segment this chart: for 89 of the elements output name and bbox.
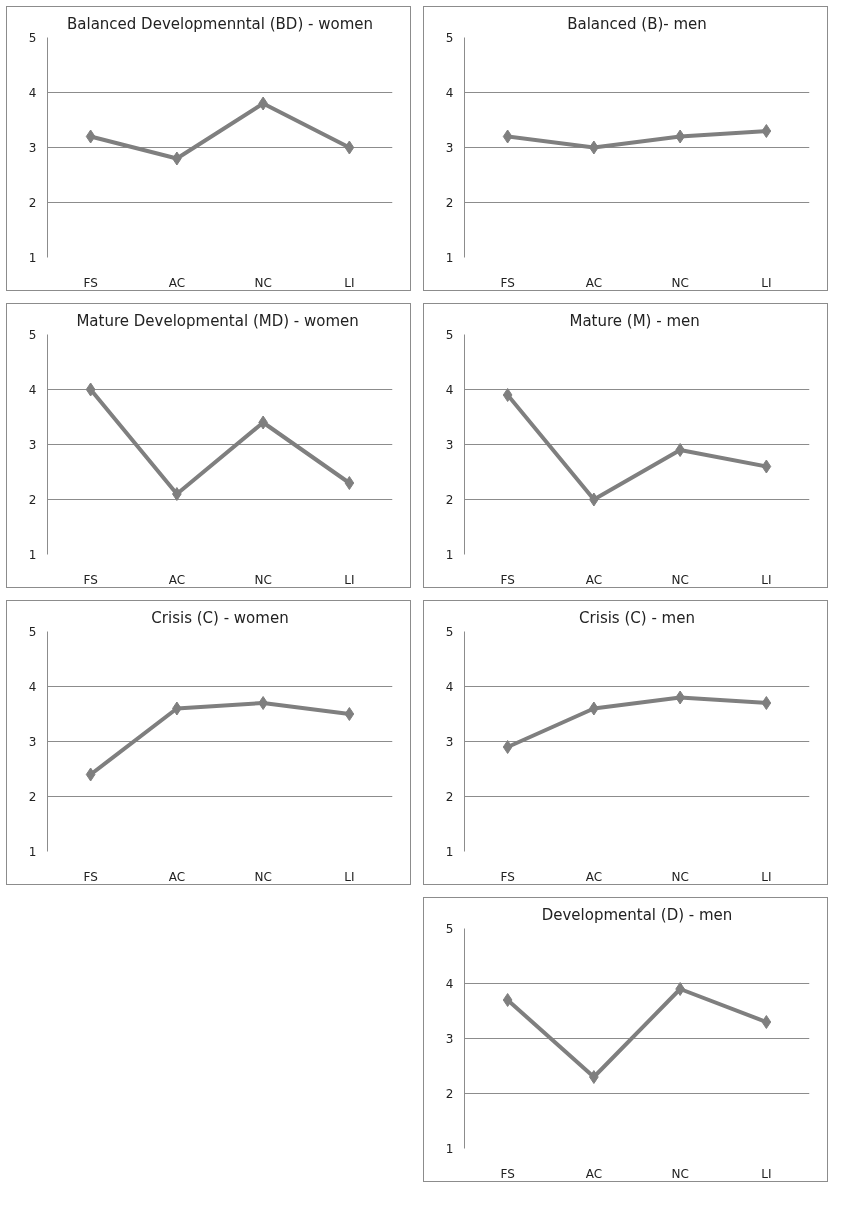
point [761,1015,772,1029]
chart-title: Balanced Developmenntal (BD) - women [66,14,374,33]
x-tick-label: AC [168,275,186,290]
y-tick-label: 5 [28,625,37,639]
y-tick-label: 1 [445,1142,454,1156]
point [502,740,513,754]
y-tick-label: 4 [445,383,454,397]
point [172,487,182,501]
x-tick-label: NC [254,572,272,587]
x-tick-label: LI [761,869,772,884]
x-tick-label: LI [344,869,355,884]
x-tick-label: NC [671,869,689,884]
point [761,459,772,474]
y-tick-label: 2 [445,1087,454,1101]
point [675,443,685,457]
x-tick-label: NC [671,1166,689,1181]
point [502,388,513,402]
x-tick-label: LI [761,275,772,290]
x-tick-label: LI [344,572,355,587]
y-tick-label: 1 [445,251,454,265]
y-tick-label: 2 [28,790,37,804]
y-tick-label: 1 [445,845,454,859]
y-tick-label: 3 [28,141,37,155]
point [344,140,355,155]
y-tick-label: 1 [28,548,37,562]
point [761,124,772,138]
y-tick-label: 2 [28,493,37,507]
x-tick-label: FS [500,275,515,290]
y-tick-label: 4 [28,86,37,100]
y-tick-label: 3 [28,438,37,452]
y-tick-label: 5 [445,31,454,45]
point [85,129,96,144]
chart-title: Developmental (D) - men [541,905,733,924]
x-tick-label: AC [585,275,603,290]
y-tick-label: 4 [445,680,454,694]
x-tick-label: NC [671,572,689,587]
x-tick-label: FS [500,869,515,884]
point [589,1070,599,1084]
y-tick-label: 4 [28,680,37,694]
x-tick-label: FS [500,572,515,587]
y-tick-label: 5 [28,31,37,45]
y-tick-label: 4 [445,977,454,991]
point [344,476,355,490]
x-tick-label: AC [585,572,603,587]
y-tick-label: 1 [28,251,37,265]
x-tick-label: AC [585,869,603,884]
y-tick-label: 4 [445,86,454,100]
x-tick-label: FS [500,1166,515,1181]
y-tick-label: 3 [445,1032,454,1046]
chart-title: Mature (M) - men [569,311,700,330]
x-tick-label: AC [168,572,186,587]
x-tick-label: FS [83,275,98,290]
point [502,993,513,1007]
x-tick-label: NC [254,869,272,884]
x-tick-label: AC [585,1166,603,1181]
x-tick-label: LI [761,572,772,587]
y-tick-label: 3 [445,735,454,749]
point [344,707,355,721]
y-tick-label: 3 [28,735,37,749]
point [85,382,96,397]
y-tick-label: 5 [445,922,454,936]
point [502,129,513,144]
x-tick-label: NC [671,275,689,290]
x-tick-label: LI [344,275,355,290]
point [761,696,772,710]
x-tick-label: LI [761,1166,772,1181]
y-tick-label: 2 [28,196,37,210]
x-tick-label: AC [168,869,186,884]
y-tick-label: 3 [445,141,454,155]
chart-title: Mature Developmental (MD) - women [76,311,359,330]
chart-title: Crisis (C) - men [579,608,695,627]
point [675,982,685,996]
chart-title: Crisis (C) - women [151,608,289,627]
y-tick-label: 5 [445,625,454,639]
x-tick-label: NC [254,275,272,290]
y-tick-label: 1 [28,845,37,859]
x-tick-label: FS [83,572,98,587]
point [85,767,96,782]
y-tick-label: 4 [28,383,37,397]
y-tick-label: 2 [445,790,454,804]
chart-title: Balanced (B)- men [567,14,707,33]
y-tick-label: 1 [445,548,454,562]
y-tick-label: 5 [28,328,37,342]
y-tick-label: 2 [445,196,454,210]
x-tick-label: FS [83,869,98,884]
y-tick-label: 2 [445,493,454,507]
y-tick-label: 3 [445,438,454,452]
y-tick-label: 5 [445,328,454,342]
point [258,696,268,710]
